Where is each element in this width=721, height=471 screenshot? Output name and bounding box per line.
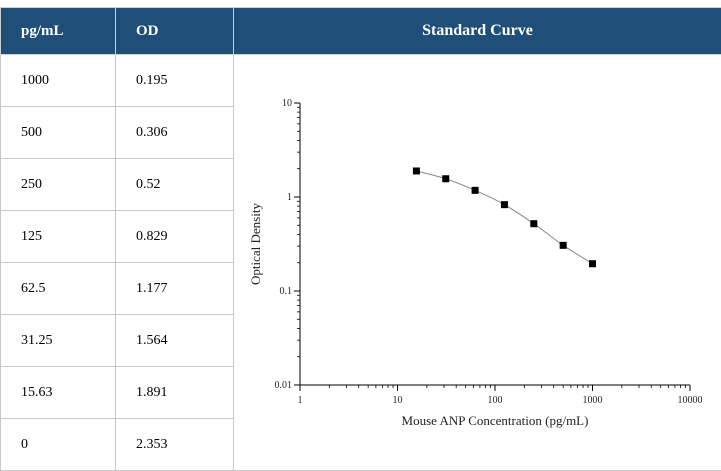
data-point (560, 242, 567, 249)
y-axis-label: Optical Density (248, 203, 263, 285)
x-tick-label: 10 (393, 395, 403, 406)
concentration-cell: 15.63 (1, 367, 116, 419)
table-header-row: pg/mL OD Standard Curve (1, 8, 721, 55)
x-tick-label: 100 (488, 395, 503, 406)
concentration-cell: 500 (1, 107, 116, 159)
caption (0, 0, 721, 7)
od-cell: 0.52 (116, 159, 234, 211)
od-cell: 2.353 (116, 419, 234, 471)
concentration-cell: 62.5 (1, 263, 116, 315)
header-concentration: pg/mL (1, 8, 116, 55)
od-cell: 1.891 (116, 367, 234, 419)
data-point (589, 260, 596, 267)
data-point (442, 175, 449, 182)
concentration-cell: 0 (1, 419, 116, 471)
y-tick-label: 1 (287, 192, 292, 203)
header-od: OD (116, 8, 234, 55)
data-point (530, 220, 537, 227)
standard-curve-chart: 1 10 100 1000 10000 0.01 0.1 1 10 Mouse ANP Conce… (234, 55, 720, 465)
series-line (416, 171, 592, 264)
data-point (501, 201, 508, 208)
od-cell: 0.195 (116, 55, 234, 107)
od-cell: 0.829 (116, 211, 234, 263)
concentration-cell: 1000 (1, 55, 116, 107)
concentration-cell: 31.25 (1, 315, 116, 367)
od-cell: 1.564 (116, 315, 234, 367)
od-cell: 1.177 (116, 263, 234, 315)
y-tick-label: 0.01 (275, 380, 293, 391)
x-tick-label: 1 (298, 395, 303, 406)
data-point (413, 167, 420, 174)
header-standard-curve: Standard Curve (234, 8, 721, 55)
chart-cell: 1 10 100 1000 10000 0.01 0.1 1 10 Mouse ANP Conce… (234, 55, 721, 471)
concentration-cell: 125 (1, 211, 116, 263)
y-tick-label: 10 (282, 98, 292, 109)
data-point (472, 187, 479, 194)
x-tick-label: 10000 (678, 395, 703, 406)
x-axis-label: Mouse ANP Concentration (pg/mL) (402, 413, 589, 428)
od-cell: 0.306 (116, 107, 234, 159)
y-tick-label: 0.1 (280, 286, 293, 297)
x-tick-label: 1000 (583, 395, 603, 406)
concentration-cell: 250 (1, 159, 116, 211)
